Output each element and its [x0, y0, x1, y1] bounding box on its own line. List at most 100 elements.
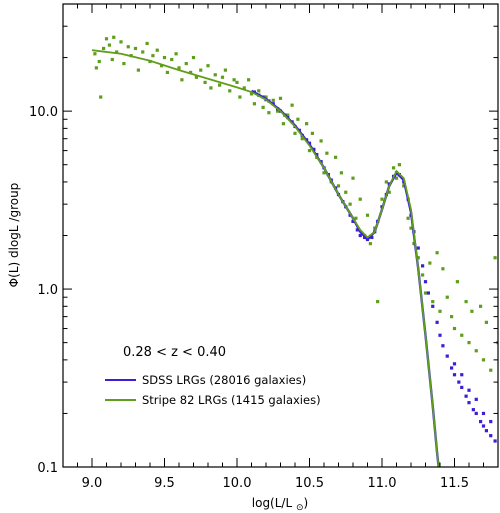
stripe82-point — [376, 300, 380, 304]
stripe82-point — [438, 309, 442, 313]
stripe82-point — [392, 166, 396, 170]
stripe82-point — [223, 68, 227, 72]
stripe82-point — [493, 256, 497, 260]
stripe82-point — [319, 139, 323, 143]
sdss-point — [445, 354, 449, 358]
stripe82-point — [151, 54, 155, 58]
stripe82-point — [276, 109, 280, 113]
stripe82-point — [145, 41, 149, 46]
x-axis-label: log(L/L ⊙) — [252, 496, 308, 513]
stripe82-point — [489, 368, 493, 372]
stripe82-point — [351, 176, 355, 180]
stripe82-point — [194, 75, 198, 79]
stripe82-point — [160, 64, 164, 68]
stripe82-point — [435, 251, 439, 255]
sdss-point — [460, 385, 464, 390]
stripe82-point — [397, 163, 401, 167]
stripe82-point — [290, 103, 294, 107]
axes: 9.0 9.5 10.0 10.5 11.0 11.5 0.1 1.0 10.0 — [29, 3, 499, 491]
stripe82-point — [99, 95, 103, 99]
stripe82-point — [122, 61, 126, 66]
stripe82-point — [257, 89, 261, 93]
stripe82-point — [271, 98, 275, 102]
stripe82-point — [365, 213, 370, 217]
stripe82-point — [177, 66, 181, 70]
sdss-point — [484, 429, 488, 433]
stripe82-point — [464, 300, 468, 304]
stripe82-point — [199, 68, 203, 72]
stripe82-point — [445, 295, 449, 299]
stripe82-point — [416, 256, 420, 260]
stripe82-point — [189, 70, 193, 75]
stripe82-point — [278, 96, 283, 100]
stripe82-point — [423, 291, 428, 295]
plot-content — [91, 35, 498, 467]
stripe82-point — [402, 184, 406, 188]
stripe82-point — [174, 52, 178, 56]
stripe82-point — [94, 66, 98, 70]
stripe82-point — [339, 171, 343, 175]
stripe82-point — [141, 50, 145, 54]
stripe82-point — [162, 55, 167, 60]
stripe82-point — [479, 304, 483, 308]
y-tick-label: 1.0 — [37, 283, 58, 298]
sdss-point — [351, 219, 355, 224]
sdss-point — [431, 304, 435, 308]
stripe82-point — [235, 80, 239, 85]
stripe82-point — [213, 73, 217, 77]
stripe82-point — [455, 280, 459, 284]
stripe82-point — [220, 75, 225, 79]
sdss-point — [358, 233, 362, 238]
stripe82-point — [206, 64, 210, 68]
legend: SDSS LRGs (28016 galaxies) Stripe 82 LRG… — [105, 373, 321, 407]
stripe82-point — [394, 176, 399, 180]
sdss-point — [421, 264, 425, 268]
sdss-point — [464, 394, 468, 398]
sdss-point — [481, 424, 486, 428]
stripe82-point — [431, 300, 435, 304]
stripe82-point — [93, 52, 97, 56]
stripe82-point — [484, 320, 488, 324]
stripe82-point — [286, 113, 290, 117]
stripe82-point — [344, 190, 348, 194]
sdss-point — [441, 344, 445, 348]
stripe82-point — [104, 37, 109, 41]
stripe82-point — [97, 59, 101, 64]
stripe82-point — [112, 35, 116, 39]
stripe82-point — [296, 117, 300, 121]
stripe82-point — [310, 131, 314, 135]
legend-label-stripe82: Stripe 82 LRGs (1415 galaxies) — [142, 393, 321, 407]
legend-label-sdss: SDSS LRGs (28016 galaxies) — [142, 373, 306, 387]
stripe82-point — [102, 46, 106, 51]
sdss-point — [467, 388, 471, 392]
sdss-point — [355, 228, 359, 232]
sdss-point — [423, 280, 428, 284]
stripe82-point — [133, 46, 138, 51]
stripe82-point — [358, 197, 362, 201]
stripe82-point — [384, 180, 388, 184]
stripe82-point — [421, 273, 425, 277]
x-tick-label: 11.5 — [440, 476, 469, 491]
stripe82-point — [136, 68, 140, 72]
sdss-fit-line — [250, 89, 440, 467]
stripe82-point — [293, 131, 297, 135]
sdss-point — [471, 408, 475, 412]
stripe82-point — [238, 95, 242, 99]
stripe82-point — [387, 190, 391, 194]
stripe82-point — [209, 86, 213, 90]
sdss-point — [460, 373, 464, 377]
stripe82-fit-line — [91, 49, 440, 467]
stripe82-point — [348, 202, 352, 206]
sdss-point — [479, 419, 483, 424]
sdss-point — [489, 434, 493, 438]
stripe82-point — [354, 216, 358, 220]
stripe82-point — [380, 197, 384, 201]
sdss-point — [435, 320, 439, 324]
stripe82-point — [107, 43, 111, 47]
stripe82-point — [252, 102, 256, 106]
sdss-point — [493, 439, 497, 443]
sdss-point — [457, 380, 461, 384]
x-tick-label: 10.5 — [295, 476, 324, 491]
stripe82-point — [406, 216, 410, 220]
stripe82-point — [155, 48, 159, 52]
